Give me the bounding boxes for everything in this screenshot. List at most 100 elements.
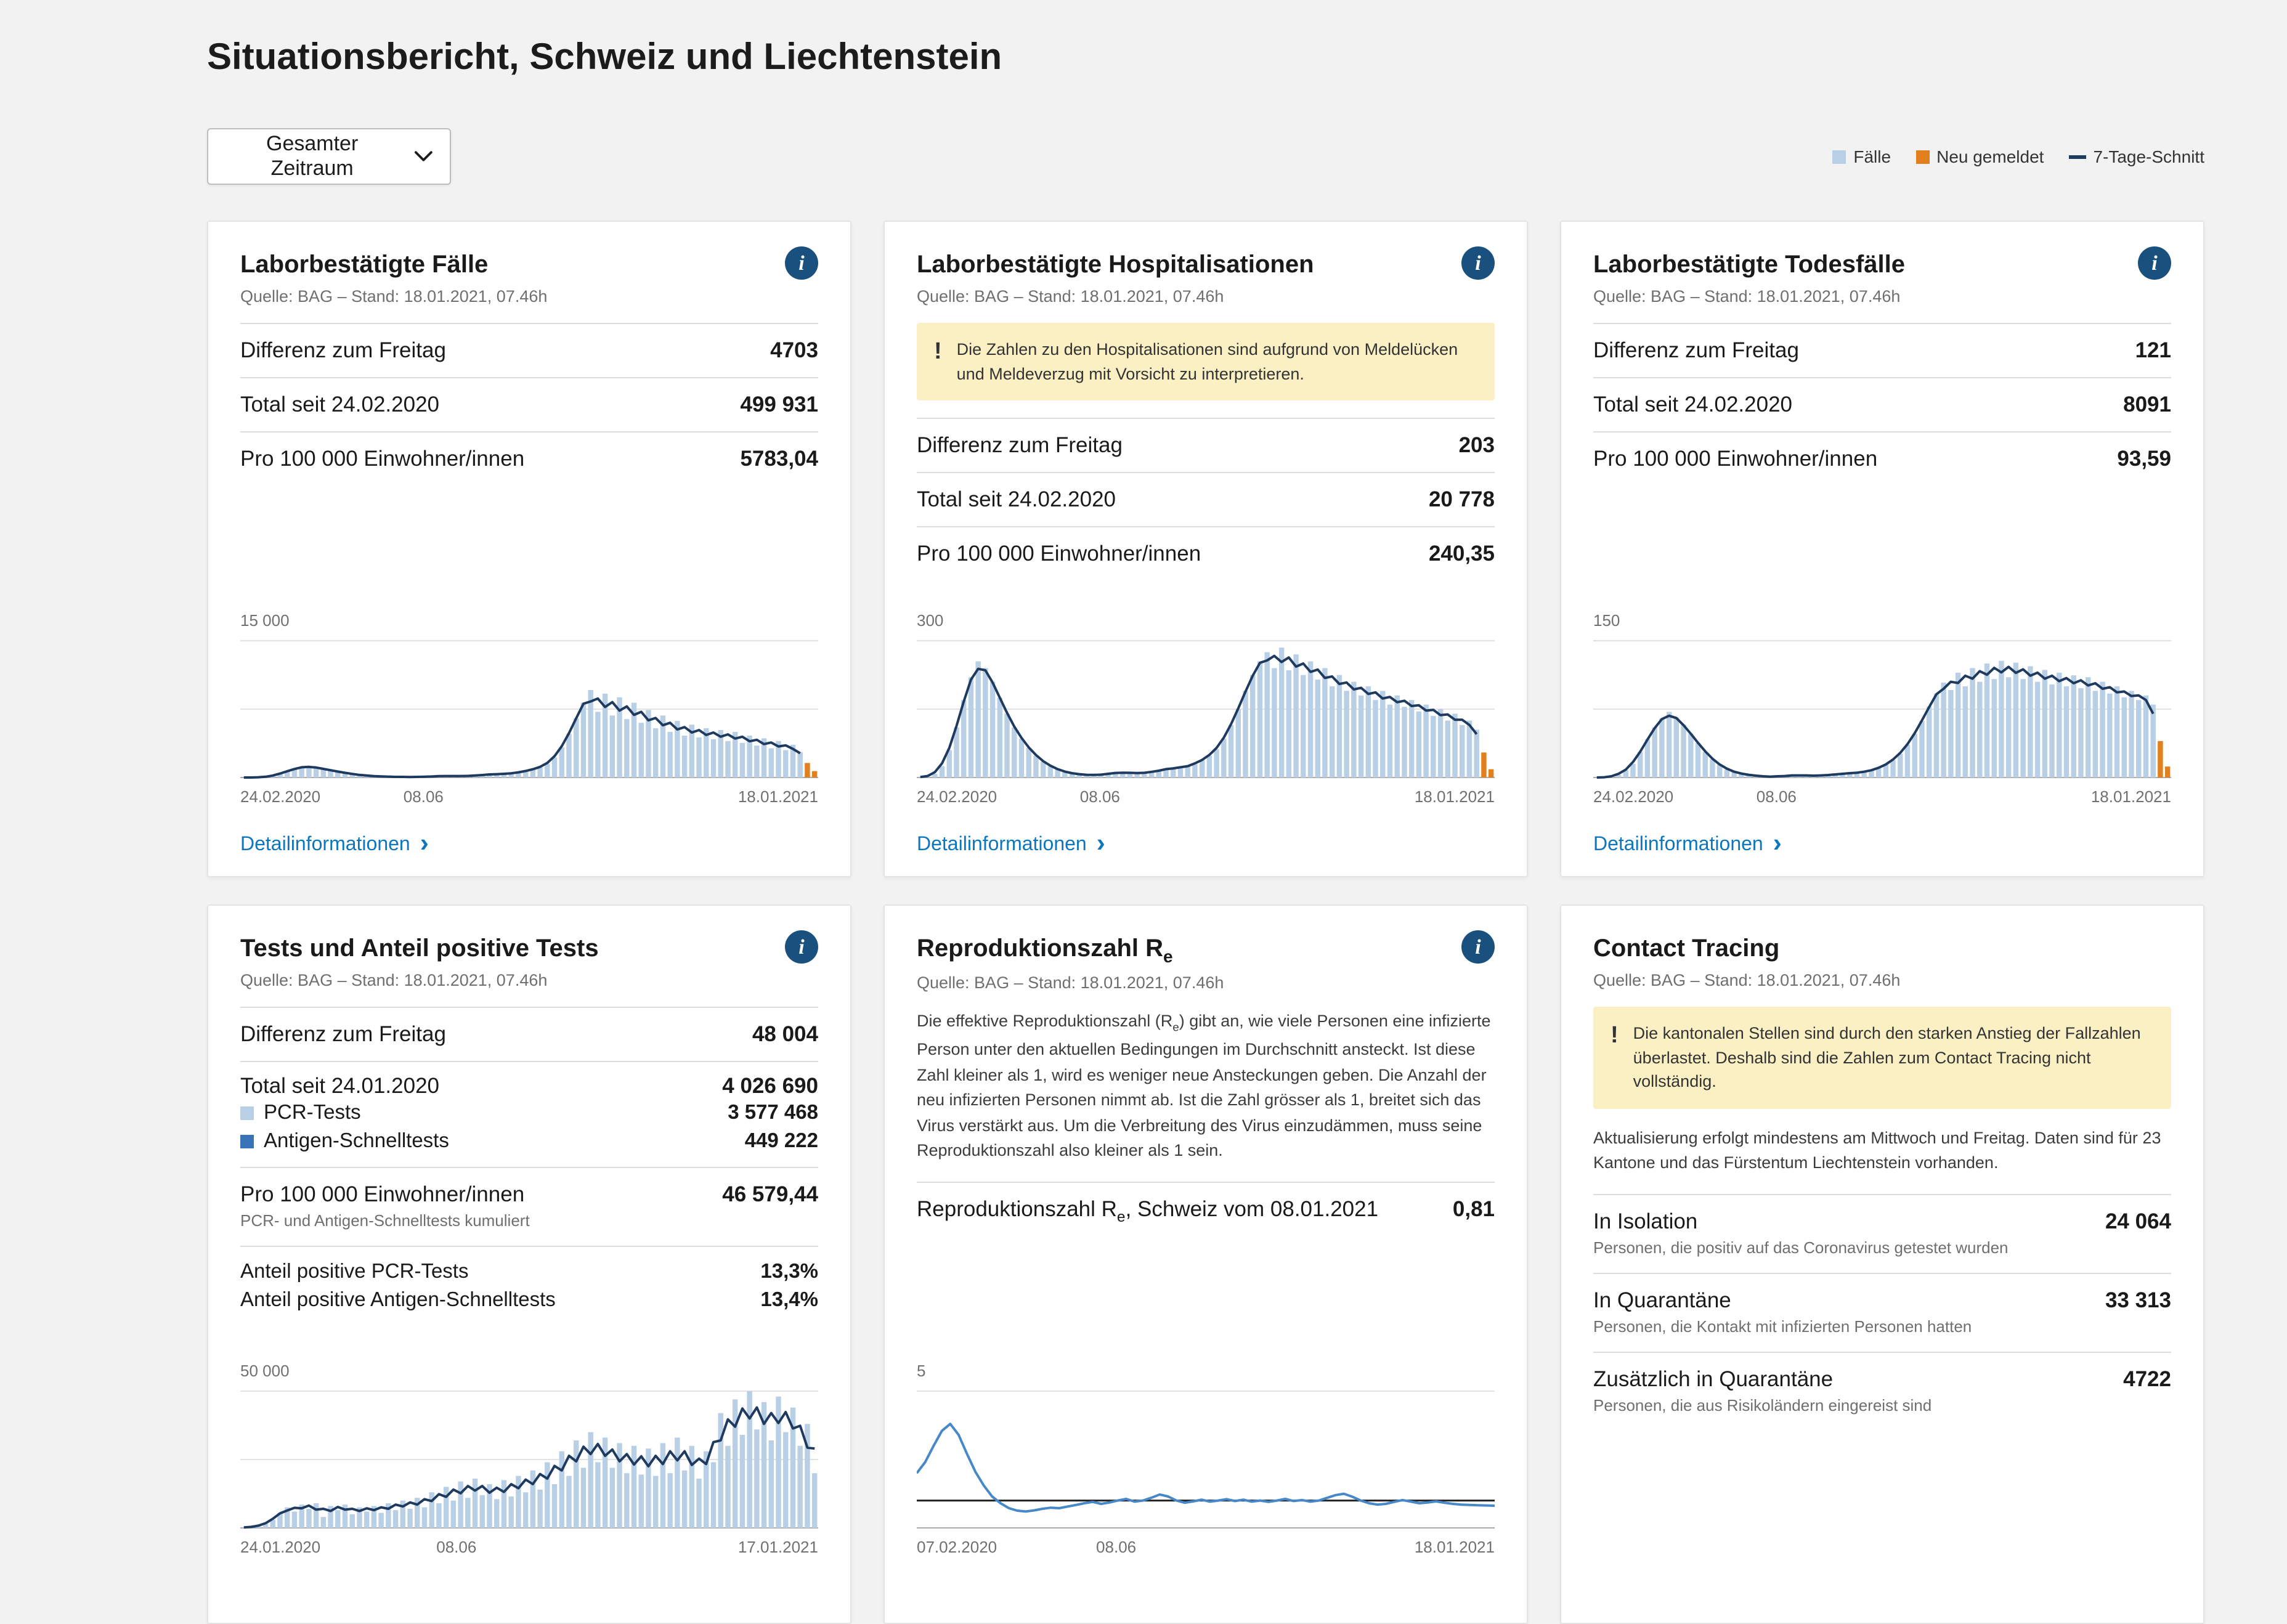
legend-label: 7-Tage-Schnitt [2093,147,2204,166]
stat-row: Differenz zum Freitag 121 [1593,323,2171,377]
stat-label: Pro 100 000 Einwohner/innen [240,446,524,472]
x-axis: 24.02.2020 08.06 18.01.2021 [1593,787,2171,808]
x-axis: 24.01.2020 08.06 17.01.2021 [240,1538,818,1559]
stat-row: Total seit 24.02.2020 499 931 [240,377,818,431]
warning-text: Die kantonalen Stellen sind durch den st… [1633,1021,2154,1094]
chart-hospitalisationen[interactable] [917,635,1495,782]
chart-tests[interactable] [240,1385,818,1533]
stat-value: 4703 [770,338,818,363]
detail-link[interactable]: Detailinformationen › [917,834,1105,856]
y-axis-label: 300 [917,611,1495,630]
legend-label: Fälle [1853,147,1891,166]
stat-row: Differenz zum Freitag 203 [917,418,1495,472]
x-tick: 08.06 [1080,787,1120,806]
stat-label: Pro 100 000 Einwohner/innen [240,1182,524,1206]
stat-list: In Isolation Personen, die positiv auf d… [1593,1193,2171,1429]
stat-list: Differenz zum Freitag 121 Total seit 24.… [1593,323,2171,485]
detail-link[interactable]: Detailinformationen › [1593,834,1782,856]
stat-row-re: Reproduktionszahl Re, Schweiz vom 08.01.… [917,1182,1495,1239]
x-tick: 08.06 [1096,1538,1136,1556]
x-tick: 17.01.2021 [738,1538,818,1556]
x-tick: 18.01.2021 [738,787,818,806]
detail-link-label: Detailinformationen [1593,834,1763,856]
detail-link[interactable]: Detailinformationen › [240,834,429,856]
stat-value: 93,59 [2117,446,2171,472]
chart-block: 150 24.02.2020 08.06 18.01.2021 [1593,611,2171,808]
page: Situationsbericht, Schweiz und Liechtens… [0,0,2287,1564]
chart-faelle[interactable] [240,635,818,782]
detail-link-label: Detailinformationen [240,834,410,856]
stat-subtext: Personen, die aus Risikoländern eingerei… [1593,1395,1932,1416]
stat-label: Pro 100 000 Einwohner/innen [917,541,1201,567]
x-tick: 08.06 [436,1538,476,1556]
stat-value: 449 222 [745,1130,818,1153]
card-tests: Tests und Anteil positive Tests i Quelle… [207,904,851,1624]
stat-label: PCR-Tests [264,1102,361,1125]
chart-todesfaelle[interactable] [1593,635,2171,782]
stat-row: Differenz zum Freitag 4703 [240,323,818,377]
stat-subtext: Personen, die positiv auf das Coronaviru… [1593,1238,2009,1259]
info-icon[interactable]: i [1461,246,1495,280]
card-title: Laborbestätigte Fälle [240,249,488,281]
legend-item-7-tage-schnitt: 7-Tage-Schnitt [2068,147,2204,166]
stat-list: Differenz zum Freitag 203 Total seit 24.… [917,418,1495,580]
info-icon[interactable]: i [785,930,818,964]
warning-box: ! Die kantonalen Stellen sind durch den … [1593,1007,2171,1108]
description-text: Die effektive Reproduktionszahl (Re) gib… [917,1009,1495,1164]
stat-value: 5783,04 [740,446,818,472]
stat-value: 24 064 [2105,1208,2171,1234]
page-title: Situationsbericht, Schweiz und Liechtens… [207,37,2204,79]
stat-label: Total seit 24.01.2020 [240,1073,439,1099]
card-source: Quelle: BAG – Stand: 18.01.2021, 07.46h [1593,971,2171,989]
chart-block: 300 24.02.2020 08.06 18.01.2021 [917,611,1495,808]
card-contact-tracing: Contact Tracing Quelle: BAG – Stand: 18.… [1560,904,2204,1624]
stat-row: Differenz zum Freitag 48 004 [240,1007,818,1061]
chart-block: 50 000 24.01.2020 08.06 17.01.2021 [240,1362,818,1559]
stat-row-zusaetzlich-quarantaene: Zusätzlich in Quarantäne Personen, die a… [1593,1351,2171,1430]
card-title: Contact Tracing [1593,933,1779,965]
stat-label: Differenz zum Freitag [240,338,446,363]
card-source: Quelle: BAG – Stand: 18.01.2021, 07.46h [1593,287,2171,306]
x-axis: 07.02.2020 08.06 18.01.2021 [917,1538,1495,1559]
x-tick: 08.06 [404,787,444,806]
x-axis: 24.02.2020 08.06 18.01.2021 [240,787,818,808]
card-grid: Laborbestätigte Fälle i Quelle: BAG – St… [207,221,2204,1624]
card-source: Quelle: BAG – Stand: 18.01.2021, 07.46h [240,971,818,989]
stat-value: 240,35 [1429,541,1495,567]
stat-row-isolation: In Isolation Personen, die positiv auf d… [1593,1193,2171,1272]
stat-group-anteil: Anteil positive PCR-Tests 13,3% Anteil p… [240,1246,818,1326]
stat-row: Total seit 24.02.2020 8091 [1593,377,2171,431]
legend-swatch-faelle [1832,150,1846,163]
stat-value: 46 579,44 [722,1182,818,1208]
info-icon[interactable]: i [2138,246,2171,280]
chart-legend: Fälle Neu gemeldet 7-Tage-Schnitt [1832,147,2204,166]
stat-label: Reproduktionszahl Re, Schweiz vom 08.01.… [917,1196,1378,1225]
stat-list: Differenz zum Freitag 48 004 Total seit … [240,1007,818,1326]
stat-label: Antigen-Schnelltests [264,1130,449,1153]
chart-reproduktionszahl[interactable] [917,1385,1495,1533]
chevron-right-icon: › [420,830,429,856]
stat-row-quarantaene: In Quarantäne Personen, die Kontakt mit … [1593,1272,2171,1351]
warning-box: ! Die Zahlen zu den Hospitalisationen si… [917,323,1495,400]
toolbar: Gesamter Zeitraum Fälle Neu gemeldet 7-T… [207,128,2204,185]
card-source: Quelle: BAG – Stand: 18.01.2021, 07.46h [917,973,1495,992]
stat-value: 4722 [2123,1366,2171,1392]
time-range-dropdown[interactable]: Gesamter Zeitraum [207,128,451,185]
x-tick: 18.01.2021 [2091,787,2171,806]
x-axis: 24.02.2020 08.06 18.01.2021 [917,787,1495,808]
card-laborbestaetigte-hospitalisationen: Laborbestätigte Hospitalisationen i Quel… [884,221,1528,877]
stat-row-per100k: Pro 100 000 Einwohner/innen PCR- und Ant… [240,1167,818,1246]
info-icon[interactable]: i [785,246,818,280]
warning-text: Die Zahlen zu den Hospitalisationen sind… [957,338,1477,386]
stat-group-total: Total seit 24.01.2020 4 026 690 PCR-Test… [240,1061,818,1167]
stat-label: Total seit 24.02.2020 [1593,392,1792,418]
legend-swatch-neu-gemeldet [1915,150,1929,163]
stat-list: Reproduktionszahl Re, Schweiz vom 08.01.… [917,1182,1495,1239]
stat-subtext: Personen, die Kontakt mit infizierten Pe… [1593,1317,1972,1338]
chart-block: 15 000 24.02.2020 08.06 18.01.2021 [240,611,818,808]
stat-row: Total seit 24.02.2020 20 778 [917,472,1495,526]
info-icon[interactable]: i [1461,930,1495,964]
chart-block: 5 07.02.2020 08.06 18.01.2021 [917,1362,1495,1559]
x-tick: 18.01.2021 [1415,1538,1495,1556]
stat-value: 0,81 [1453,1196,1495,1222]
